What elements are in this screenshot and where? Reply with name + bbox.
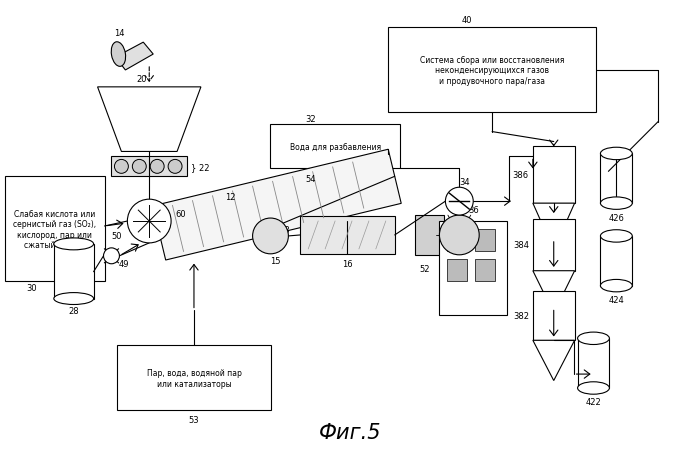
Bar — [111, 157, 187, 177]
Ellipse shape — [111, 43, 126, 67]
Bar — [447, 230, 467, 251]
Bar — [475, 230, 495, 251]
Text: 40: 40 — [462, 16, 473, 25]
Circle shape — [252, 219, 289, 254]
Polygon shape — [152, 150, 401, 260]
Bar — [447, 259, 467, 281]
Circle shape — [103, 249, 120, 264]
Text: 16: 16 — [343, 260, 353, 269]
Bar — [600, 154, 633, 204]
Ellipse shape — [54, 293, 94, 305]
Text: 20: 20 — [136, 75, 147, 84]
Bar — [440, 221, 507, 316]
Bar — [415, 216, 445, 255]
Text: 422: 422 — [586, 397, 601, 406]
Bar — [301, 216, 395, 254]
Ellipse shape — [54, 239, 94, 250]
Ellipse shape — [577, 382, 610, 394]
Bar — [533, 291, 575, 341]
Text: Система сбора или восстановления
неконденсирующихся газов
и продувочного пара/га: Система сбора или восстановления неконде… — [420, 56, 564, 86]
Text: 28: 28 — [69, 306, 79, 315]
Text: 424: 424 — [608, 295, 624, 304]
Text: 14: 14 — [114, 28, 124, 37]
Circle shape — [168, 160, 182, 174]
Circle shape — [445, 188, 473, 216]
Bar — [577, 339, 610, 388]
Polygon shape — [98, 87, 201, 152]
Text: 54: 54 — [305, 175, 315, 184]
Bar — [533, 219, 575, 271]
Circle shape — [115, 160, 129, 174]
Text: M: M — [268, 234, 273, 239]
Text: 384: 384 — [513, 241, 529, 250]
Text: 12: 12 — [226, 192, 236, 201]
Text: 386: 386 — [513, 170, 529, 179]
Ellipse shape — [600, 230, 633, 243]
Text: Слабая кислота или
сернистый газ (SO₂),
кислород, пар или
сжатый воздух: Слабая кислота или сернистый газ (SO₂), … — [13, 209, 96, 249]
Text: Пар, вода, водяной пар
или катализаторы: Пар, вода, водяной пар или катализаторы — [147, 368, 241, 388]
Bar — [271, 124, 400, 169]
Ellipse shape — [600, 148, 633, 160]
Bar — [388, 28, 596, 112]
Bar — [475, 259, 495, 281]
Polygon shape — [115, 43, 153, 71]
Circle shape — [132, 160, 146, 174]
Polygon shape — [533, 204, 575, 251]
Bar — [54, 244, 94, 299]
Ellipse shape — [600, 198, 633, 210]
Circle shape — [150, 160, 164, 174]
Text: 52: 52 — [419, 264, 430, 273]
Text: 49: 49 — [118, 260, 129, 269]
Text: } 22: } 22 — [191, 162, 210, 171]
Text: 34: 34 — [459, 177, 470, 186]
Bar — [533, 147, 575, 204]
Polygon shape — [533, 271, 575, 313]
Text: 60: 60 — [175, 209, 186, 218]
Bar — [5, 177, 105, 281]
Circle shape — [440, 216, 480, 255]
Bar — [117, 345, 271, 410]
Ellipse shape — [577, 332, 610, 345]
Text: 36: 36 — [468, 205, 479, 214]
Text: 50: 50 — [111, 232, 122, 241]
Bar — [600, 236, 633, 286]
Text: 426: 426 — [608, 213, 624, 222]
Ellipse shape — [600, 280, 633, 292]
Text: 32: 32 — [305, 115, 315, 124]
Text: 30: 30 — [27, 284, 37, 292]
Text: Вода для разбавления: Вода для разбавления — [289, 143, 381, 152]
Text: 382: 382 — [513, 312, 529, 321]
Circle shape — [127, 200, 171, 244]
Text: 18: 18 — [454, 201, 465, 210]
Text: 53: 53 — [189, 415, 199, 424]
Text: 48: 48 — [280, 226, 291, 235]
Text: 15: 15 — [271, 257, 281, 266]
Text: 26: 26 — [265, 226, 276, 235]
Polygon shape — [533, 341, 575, 381]
Text: Фиг.5: Фиг.5 — [319, 422, 381, 442]
